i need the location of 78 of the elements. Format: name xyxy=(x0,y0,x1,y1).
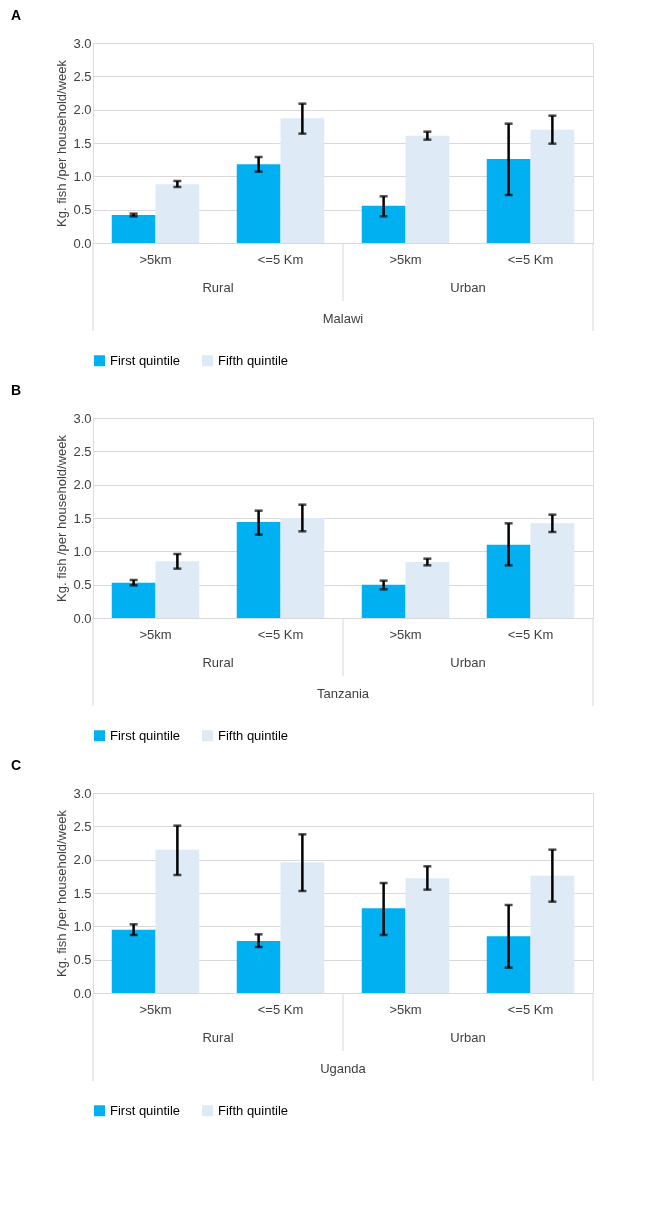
y-tick-label: 0.0 xyxy=(73,610,92,626)
x-tick-label: <=5 Km xyxy=(507,1001,554,1017)
chart-title: C xyxy=(10,757,22,773)
bar xyxy=(486,159,531,243)
bar xyxy=(361,205,406,243)
x-tick-label: >5km xyxy=(139,251,172,267)
bar xyxy=(530,129,575,243)
bar xyxy=(405,135,450,243)
bar xyxy=(280,118,325,243)
y-tick-label: 2.0 xyxy=(73,102,92,118)
bar xyxy=(155,849,200,993)
bar xyxy=(155,184,200,243)
y-tick-label: 3.0 xyxy=(73,410,92,426)
x-tick-label: >5km xyxy=(139,626,172,642)
bar xyxy=(280,518,325,618)
y-tick-label: 1.0 xyxy=(73,543,92,559)
x-tick-label: >5km xyxy=(139,1001,172,1017)
text: Tanzania xyxy=(316,686,370,701)
y-axis-title: Kg. fish /per household/week xyxy=(54,809,70,977)
bar xyxy=(405,878,450,993)
text: Rural xyxy=(202,1030,234,1045)
x-tick-label: >5km xyxy=(389,1001,422,1017)
y-tick-label: 1.5 xyxy=(73,885,92,901)
y-tick-label: 2.0 xyxy=(73,852,92,868)
y-tick-label: 1.5 xyxy=(73,135,92,151)
y-tick-label: 3.0 xyxy=(73,35,92,51)
chart-title: A xyxy=(10,7,22,23)
bar xyxy=(111,215,156,243)
bar xyxy=(236,941,281,993)
y-tick-label: 1.0 xyxy=(73,918,92,934)
text: Urban xyxy=(450,655,486,670)
bar xyxy=(111,929,156,993)
bar xyxy=(486,936,531,993)
bar xyxy=(236,164,281,243)
text: Uganda xyxy=(320,1061,367,1076)
text: Urban xyxy=(450,1030,486,1045)
bar xyxy=(236,522,281,618)
bar xyxy=(111,582,156,618)
legend-label: Fifth quintile xyxy=(218,727,289,743)
text: Rural xyxy=(202,280,234,295)
chart-title: B xyxy=(10,382,22,398)
y-tick-label: 0.0 xyxy=(73,985,92,1001)
y-axis-title: Kg. fish /per household/week xyxy=(54,434,70,602)
bar xyxy=(530,523,575,618)
bar xyxy=(361,584,406,618)
legend-label: First quintile xyxy=(110,1102,181,1118)
legend-label: First quintile xyxy=(110,352,181,368)
bar xyxy=(530,875,575,993)
y-tick-label: 2.0 xyxy=(73,477,92,493)
y-tick-label: 1.5 xyxy=(73,510,92,526)
bar xyxy=(155,561,200,618)
y-tick-label: 0.5 xyxy=(73,202,92,218)
x-tick-label: >5km xyxy=(389,626,422,642)
bar xyxy=(486,544,531,618)
x-tick-label: <=5 Km xyxy=(257,251,304,267)
y-tick-label: 0.5 xyxy=(73,952,92,968)
x-tick-label: <=5 Km xyxy=(257,1001,304,1017)
y-tick-label: 2.5 xyxy=(73,68,92,84)
y-tick-label: 0.5 xyxy=(73,577,92,593)
legend-label: Fifth quintile xyxy=(218,1102,289,1118)
x-tick-label: <=5 Km xyxy=(507,251,554,267)
bar xyxy=(405,562,450,618)
y-tick-label: 2.5 xyxy=(73,443,92,459)
text: Urban xyxy=(450,280,486,295)
y-tick-label: 0.0 xyxy=(73,235,92,251)
x-tick-label: >5km xyxy=(389,251,422,267)
legend-label: First quintile xyxy=(110,727,181,743)
text: Rural xyxy=(202,655,234,670)
bar xyxy=(361,908,406,993)
legend-label: Fifth quintile xyxy=(218,352,289,368)
text: Malawi xyxy=(322,311,364,326)
y-tick-label: 1.0 xyxy=(73,168,92,184)
y-axis-title: Kg. fish /per household/week xyxy=(54,59,70,227)
x-tick-label: <=5 Km xyxy=(257,626,304,642)
y-tick-label: 3.0 xyxy=(73,785,92,801)
bar xyxy=(280,862,325,993)
y-tick-label: 2.5 xyxy=(73,818,92,834)
x-tick-label: <=5 Km xyxy=(507,626,554,642)
